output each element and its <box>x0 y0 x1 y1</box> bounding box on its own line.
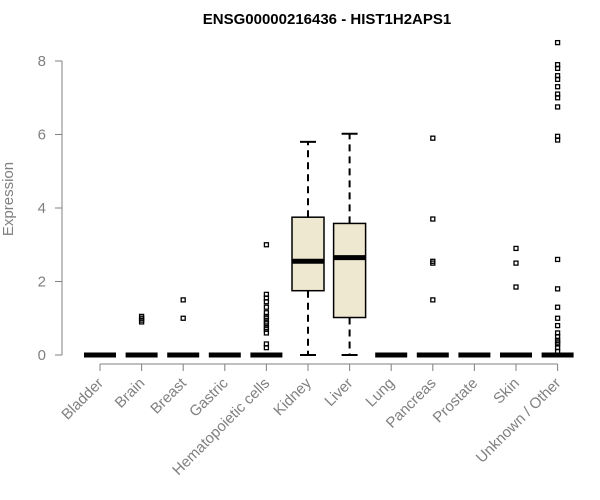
outlier-point <box>513 284 519 290</box>
outlier-point <box>430 135 436 141</box>
box-group <box>291 140 325 356</box>
y-tick-label: 4 <box>38 200 46 217</box>
outlier-point <box>554 104 561 110</box>
chart-title: ENSG00000216436 - HIST1H2APS1 <box>203 11 451 28</box>
x-tick-label: Prostate <box>430 375 482 427</box>
outlier-point <box>180 297 186 303</box>
outlier-point <box>263 341 270 347</box>
outlier-point <box>430 258 436 264</box>
y-tick-label: 8 <box>38 53 46 70</box>
outlier-point <box>554 304 561 310</box>
box <box>332 222 367 319</box>
x-tick-label: Kidney <box>270 374 315 419</box>
outlier-point <box>513 245 519 252</box>
outlier-point <box>554 62 561 68</box>
y-tick-label: 0 <box>38 347 46 364</box>
outlier-point <box>554 315 561 321</box>
outlier-point <box>554 286 561 292</box>
box-group <box>416 135 449 358</box>
outlier-point <box>554 39 561 46</box>
outlier-point <box>554 256 561 263</box>
y-axis: 0 2 4 6 8 <box>38 53 63 364</box>
outlier-point <box>554 84 561 90</box>
plot-area <box>84 39 574 358</box>
box <box>291 216 325 292</box>
outlier-point <box>180 315 186 321</box>
box-group <box>541 39 574 358</box>
box-group <box>500 245 532 358</box>
outlier-point <box>554 322 561 329</box>
y-tick-label: 2 <box>38 274 46 291</box>
outlier-point <box>554 91 561 97</box>
y-tick-label: 6 <box>38 127 46 144</box>
outlier-point <box>554 330 561 336</box>
outlier-point <box>138 313 145 320</box>
x-tick-label: Brain <box>112 375 149 412</box>
outlier-point <box>263 291 270 298</box>
outlier-point <box>430 297 436 303</box>
x-tick-label: Breast <box>147 374 190 417</box>
x-tick-label: Bladder <box>58 375 107 424</box>
outlier-point <box>263 310 270 316</box>
outlier-point <box>554 73 561 79</box>
box-group <box>125 313 158 358</box>
x-tick-label: Liver <box>321 375 356 410</box>
outlier-point <box>263 242 270 248</box>
box-group <box>250 242 283 358</box>
outlier-point <box>554 133 561 139</box>
outlier-point <box>513 260 519 266</box>
x-tick-label: Lung <box>362 375 398 411</box>
outlier-point <box>263 304 270 310</box>
outlier-point <box>430 216 436 222</box>
x-tick-label: Skin <box>490 375 523 408</box>
box-group <box>332 132 367 356</box>
y-axis-title: Expression <box>0 162 17 236</box>
box-group <box>167 297 200 358</box>
